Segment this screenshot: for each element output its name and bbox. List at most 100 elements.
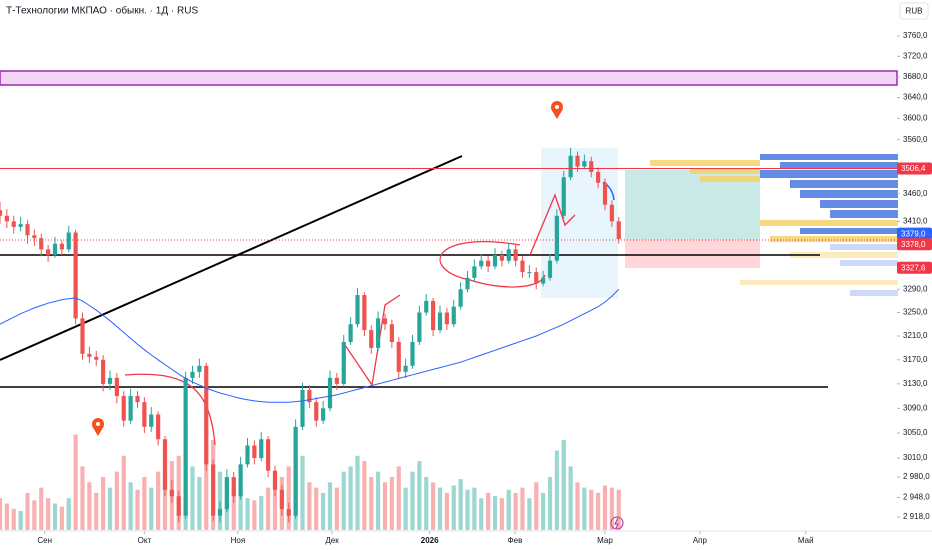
- x-tick-label: Сен: [37, 536, 52, 545]
- volume-bar: [376, 471, 381, 530]
- volume-bar: [589, 489, 594, 530]
- vp-bar: [770, 236, 898, 242]
- x-tick-label: Дек: [325, 536, 339, 545]
- candle-body: [431, 300, 436, 331]
- y-tick-label: 3560,0: [903, 135, 928, 144]
- candle-body: [334, 377, 339, 384]
- candle-body: [589, 161, 594, 172]
- candle-body: [486, 260, 491, 267]
- candle-body: [362, 295, 367, 331]
- candle-body: [183, 377, 188, 516]
- candle-body: [293, 426, 298, 516]
- candle-body: [169, 489, 174, 497]
- y-tick-label: 3600,0: [903, 114, 928, 123]
- volume-bar: [561, 439, 566, 530]
- y-tick-label: 3410,0: [903, 216, 928, 225]
- candle-body: [355, 295, 360, 325]
- drawings: [0, 70, 898, 530]
- volume-bar: [87, 482, 92, 530]
- candle-body: [513, 249, 518, 261]
- price-badge-label: 3506,4: [901, 164, 926, 173]
- candle-body: [506, 249, 511, 261]
- candle-body: [80, 318, 85, 354]
- candle-body: [149, 414, 154, 427]
- candle-body: [224, 477, 229, 510]
- candle-body: [266, 439, 271, 471]
- candle-body: [499, 255, 504, 261]
- range-box: [541, 148, 618, 298]
- candle-body: [11, 221, 16, 227]
- volume-bar: [142, 477, 147, 530]
- candle-body: [527, 272, 532, 274]
- volume-bar: [327, 482, 333, 530]
- candle-body: [272, 470, 278, 490]
- volume-bar: [197, 477, 202, 530]
- candle-body: [575, 155, 580, 167]
- volume-bar: [554, 450, 559, 530]
- candle-body: [279, 489, 284, 510]
- candle-body: [204, 365, 209, 465]
- candle-body: [18, 224, 23, 227]
- volume-bar: [396, 466, 401, 530]
- price-badge: [897, 227, 932, 240]
- candle-body: [376, 318, 381, 348]
- candle-body: [321, 408, 326, 421]
- candle-body: [382, 318, 388, 325]
- volume-bar: [609, 487, 614, 530]
- volume-bar: [616, 489, 621, 530]
- volume-bar: [389, 477, 394, 530]
- volume-bar: [520, 487, 525, 530]
- chart-title: Т-Технологии МКПАО · обыкн. · 1Д · RUS: [6, 5, 198, 17]
- y-tick-label: 2 948,0: [903, 493, 930, 502]
- candle-body: [238, 464, 243, 497]
- vp-bar: [820, 200, 898, 208]
- volume-bar: [341, 471, 346, 530]
- vp-bar: [780, 162, 898, 168]
- candle-body: [534, 272, 539, 284]
- volume-bar: [52, 503, 58, 530]
- vp-bar: [760, 170, 898, 178]
- y-tick-label: 3090,0: [903, 403, 928, 412]
- marker: [551, 101, 563, 119]
- candle-body: [25, 224, 30, 236]
- y-tick-label: 3210,0: [903, 331, 928, 340]
- y-tick-label: 3680,0: [903, 72, 928, 81]
- candle-body: [197, 365, 202, 372]
- candle-body: [582, 161, 587, 167]
- currency-badge[interactable]: [899, 2, 929, 20]
- candle-body: [341, 341, 346, 384]
- volume-bar: [39, 487, 44, 530]
- candle-body: [94, 356, 99, 360]
- volume-bar: [348, 466, 353, 530]
- volume-bar: [582, 487, 587, 530]
- event-icon[interactable]: [610, 516, 624, 530]
- volume-bar: [334, 487, 339, 530]
- x-tick-label: 2026: [421, 536, 439, 545]
- candle-body: [135, 396, 140, 403]
- volume-bar: [451, 485, 456, 530]
- candle-body: [327, 377, 333, 409]
- candle-body: [465, 277, 470, 290]
- x-tick-label: Ноя: [231, 536, 246, 545]
- candle-body: [217, 509, 223, 516]
- candle-body: [314, 402, 319, 421]
- volume-bar: [403, 487, 408, 530]
- candle-body: [541, 277, 546, 284]
- stop-zone: [625, 240, 760, 268]
- x-tick-label: Окт: [138, 536, 152, 545]
- volume-bar: [231, 487, 236, 530]
- volume-bar: [575, 482, 580, 530]
- candle-body: [245, 445, 250, 465]
- volume-bar: [94, 492, 99, 530]
- volume-bar: [465, 489, 470, 530]
- candle-body: [39, 238, 44, 250]
- volume-bar: [527, 498, 532, 530]
- moving-average: [0, 288, 620, 403]
- volume-bar: [0, 498, 3, 530]
- vp-bar: [740, 280, 898, 285]
- volume-bar: [149, 487, 154, 530]
- volume-bar: [300, 455, 305, 530]
- candle-body: [417, 312, 422, 342]
- candle-body: [231, 477, 236, 497]
